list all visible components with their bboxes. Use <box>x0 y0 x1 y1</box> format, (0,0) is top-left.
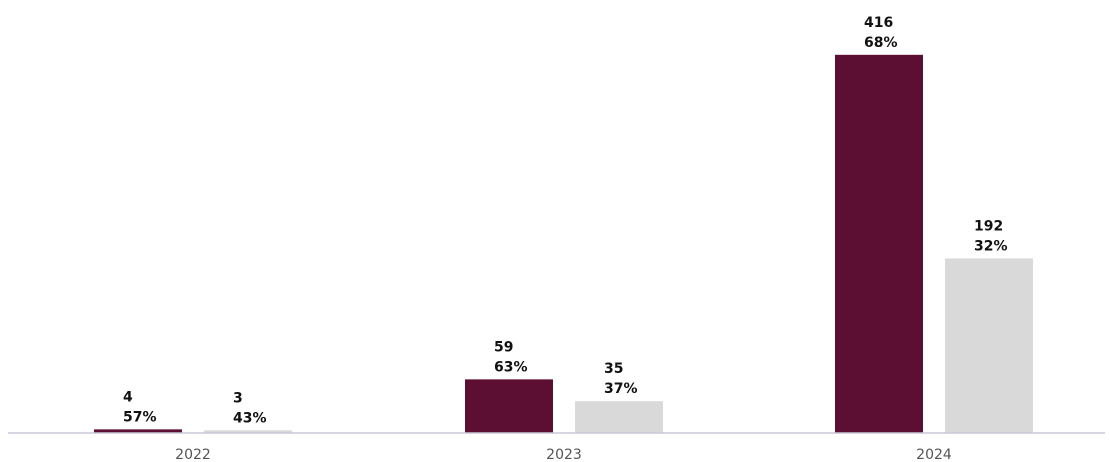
x-tick-label: 2022 <box>175 447 211 462</box>
percent-label: 63% <box>494 359 528 375</box>
x-tick-label: 2023 <box>546 447 582 462</box>
x-tick-label: 2024 <box>916 447 952 462</box>
value-label: 4 <box>123 389 133 405</box>
value-label: 3 <box>233 390 243 406</box>
bar-2022-series-1 <box>94 429 182 433</box>
bar-2022-series-2 <box>204 430 292 433</box>
value-label: 35 <box>604 361 623 377</box>
percent-label: 37% <box>604 381 638 397</box>
percent-label: 57% <box>123 409 157 425</box>
percent-label: 43% <box>233 410 267 426</box>
value-label: 416 <box>864 15 893 31</box>
value-label: 192 <box>974 218 1003 234</box>
bar-2023-series-2 <box>575 401 663 433</box>
x-tick-labels-group: 2022 2023 2024 <box>175 447 952 462</box>
data-labels-group: 4 57% 3 43% 59 63% 35 37% 416 68% 192 32% <box>123 15 1008 426</box>
percent-label: 68% <box>864 35 898 51</box>
value-label: 59 <box>494 339 513 355</box>
bars-group <box>94 54 1033 434</box>
bar-2024-series-2 <box>945 258 1033 433</box>
bar-2024-series-1 <box>835 54 923 434</box>
bar-2023-series-1 <box>465 379 553 433</box>
percent-label: 32% <box>974 238 1008 254</box>
